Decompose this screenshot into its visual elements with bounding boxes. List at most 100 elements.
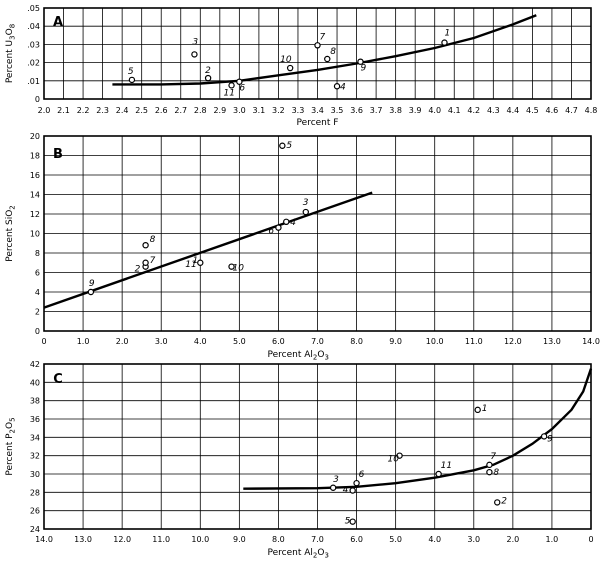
point-label-3: 3 [333, 475, 339, 485]
x-tick-label: 4.3 [487, 106, 500, 115]
x-tick-label: 3.3 [292, 106, 305, 115]
fit-curve [112, 14, 537, 86]
point-label-5: 5 [128, 67, 134, 77]
y-tick-label: 28 [30, 488, 40, 497]
label-part: 5 [9, 417, 17, 421]
point-label-2: 2 [135, 265, 141, 275]
x-tick-label: 12.0 [504, 337, 522, 346]
x-tick-label: 9.0 [233, 535, 246, 544]
x-tick-label: 6.0 [350, 535, 363, 544]
x-tick-label: 3.0 [155, 337, 168, 346]
y-tick-label: .05 [27, 4, 40, 13]
x-tick-label: 4.0 [428, 106, 441, 115]
x-tick-label: 9.0 [389, 337, 402, 346]
y-tick-label: 32 [30, 452, 40, 461]
data-point-9 [540, 433, 548, 440]
point-label-1: 1 [444, 29, 450, 39]
data-point-1 [441, 39, 448, 46]
data-point-5 [128, 76, 136, 84]
point-label-2: 2 [205, 66, 211, 76]
x-tick-label: 3.0 [467, 535, 480, 544]
x-axis-label: Percent F [297, 118, 339, 128]
data-point-8 [142, 241, 149, 249]
y-tick-label: 10 [30, 230, 40, 239]
label-part: O [5, 422, 15, 429]
point-label-6: 6 [268, 227, 274, 237]
x-tick-label: 2.0 [116, 337, 129, 346]
label-part: Percent Al [268, 350, 313, 360]
data-point-11 [228, 82, 235, 89]
point-label-10: 10 [388, 455, 400, 465]
x-tick-label: 4.0 [194, 337, 207, 346]
y-tick-label: 8 [35, 249, 40, 258]
y-axis-label: Percent P2O5 [5, 417, 17, 475]
data-point-10 [228, 263, 235, 270]
x-tick-label: 2.7 [174, 106, 187, 115]
x-tick-label: 0 [41, 337, 46, 346]
y-tick-label: 20 [30, 132, 40, 141]
point-label-9: 9 [547, 434, 553, 444]
chart-panel-A: 2.0 2.1 2.2 2.3 2.4 2.5 2.6 2.7 2.8 2.9 3.0 3.1 3.2 3… [5, 4, 597, 128]
x-tick-label: 2.4 [116, 106, 129, 115]
x-tick-label: 5.0 [389, 535, 402, 544]
y-tick-label: 6 [35, 269, 40, 278]
point-label-4: 4 [343, 486, 349, 496]
point-label-9: 9 [360, 64, 366, 74]
y-tick-label: 36 [30, 415, 40, 424]
data-point-6 [353, 479, 360, 487]
y-tick-label: 0 [35, 327, 40, 336]
y-tick-label: 12 [30, 210, 40, 219]
y-tick-label: 2 [35, 308, 40, 317]
label-part: 2 [313, 354, 317, 362]
x-axis-label: Percent Al2O3 [268, 548, 329, 560]
data-point-7 [142, 259, 149, 266]
x-tick-label: 2.2 [77, 106, 90, 115]
x-tick-label: 3.0 [233, 106, 246, 115]
data-point-7 [486, 461, 493, 469]
point-label-8: 8 [150, 235, 156, 245]
data-point-10 [286, 64, 294, 72]
x-tick-label: 2.0 [38, 106, 51, 115]
x-tick-label: 4.6 [546, 106, 559, 115]
x-tick-label: 7.0 [311, 337, 324, 346]
label-part: O [317, 548, 324, 558]
y-tick-label: 18 [30, 152, 40, 161]
x-tick-label: 10.0 [426, 337, 444, 346]
label-part: 3 [324, 552, 328, 560]
data-point-11 [435, 470, 442, 478]
x-tick-label: 11.0 [152, 535, 170, 544]
chart-panel-B: 0 1.0 2.0 3.0 4.0 5.0 6.0 7.0 8.0 9.0 10.0 11.0 12.0… [5, 132, 600, 362]
x-tick-label: 4.8 [585, 106, 598, 115]
data-point-11 [197, 259, 204, 266]
label-part: O [5, 28, 15, 35]
x-tick-label: 4.5 [526, 106, 539, 115]
x-tick-label: 7.0 [311, 535, 324, 544]
fit-curve [43, 191, 373, 309]
y-tick-label: .01 [27, 77, 40, 86]
x-tick-label: 0 [588, 535, 593, 544]
chart-panel-C: 14.0 13.0 12.0 11.0 10.0 9.0 8.0 7.0 6.0 5.0 4.0 3.… [5, 360, 594, 560]
x-tick-label: 3.7 [370, 106, 383, 115]
label-part: 2 [9, 205, 17, 209]
data-point-6 [236, 78, 243, 85]
point-label-8: 8 [330, 47, 336, 57]
point-label-10: 10 [233, 264, 245, 274]
x-tick-label: 4.2 [467, 106, 480, 115]
y-tick-label: 4 [35, 288, 40, 297]
point-label-1: 1 [192, 256, 198, 266]
y-tick-label: 30 [30, 470, 40, 479]
point-label-5: 5 [286, 141, 292, 151]
x-tick-label: 2.6 [155, 106, 168, 115]
point-label-6: 6 [359, 470, 365, 480]
data-point-6 [275, 224, 282, 231]
point-label-4: 4 [340, 82, 346, 92]
y-tick-label: 34 [30, 433, 40, 442]
data-point-5 [279, 142, 286, 149]
plot-frame [43, 363, 592, 530]
data-point-1 [474, 406, 481, 414]
data-point-4 [283, 218, 290, 225]
label-part: 2 [313, 552, 317, 560]
data-point-3 [329, 484, 337, 491]
point-label-7: 7 [320, 32, 326, 42]
point-label-2: 2 [501, 496, 507, 506]
